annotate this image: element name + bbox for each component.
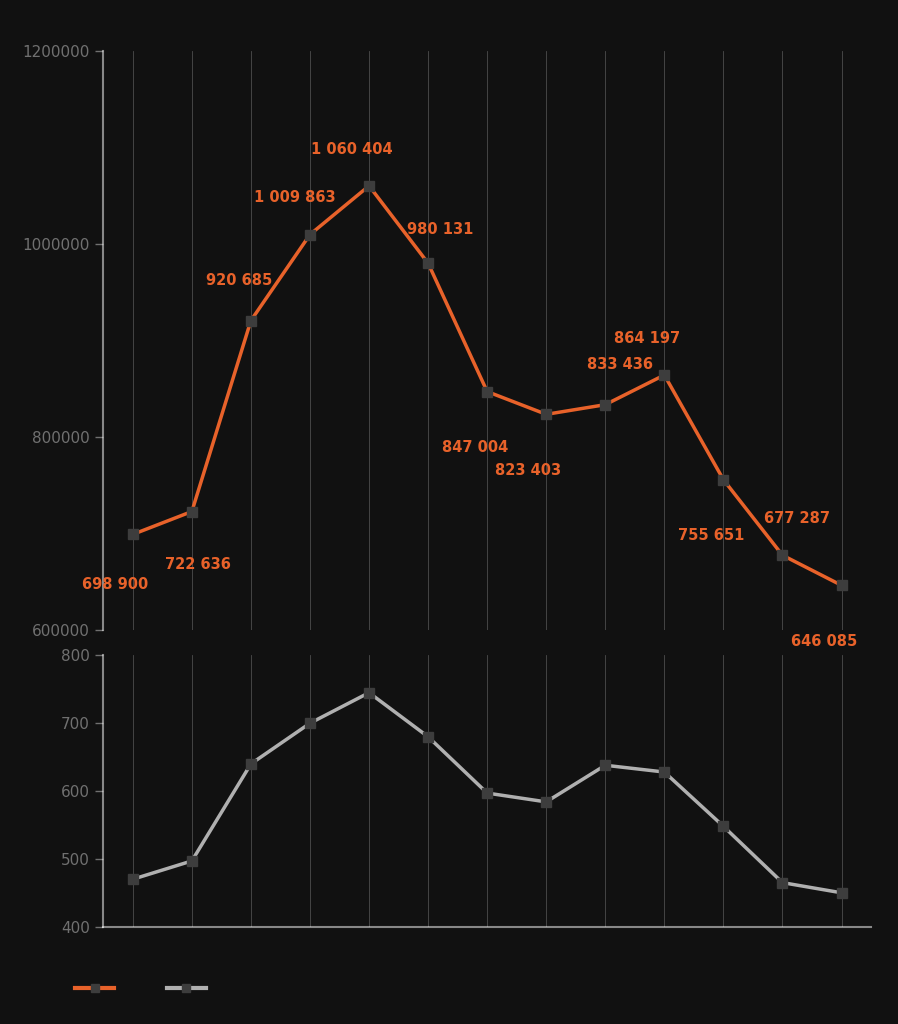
Legend: , : , — [70, 977, 223, 1001]
Text: 677 287: 677 287 — [764, 511, 831, 526]
Text: 755 651: 755 651 — [678, 528, 744, 543]
Text: 646 085: 646 085 — [790, 634, 857, 649]
Text: 847 004: 847 004 — [442, 440, 508, 455]
Text: 698 900: 698 900 — [82, 578, 148, 592]
Text: 980 131: 980 131 — [407, 222, 473, 237]
Text: 722 636: 722 636 — [165, 557, 231, 572]
Text: 1 060 404: 1 060 404 — [311, 141, 392, 157]
Text: 920 685: 920 685 — [206, 272, 272, 288]
Text: 823 403: 823 403 — [496, 463, 561, 478]
Text: 864 197: 864 197 — [613, 331, 680, 346]
Text: 833 436: 833 436 — [587, 356, 653, 372]
Text: 1 009 863: 1 009 863 — [254, 190, 336, 206]
